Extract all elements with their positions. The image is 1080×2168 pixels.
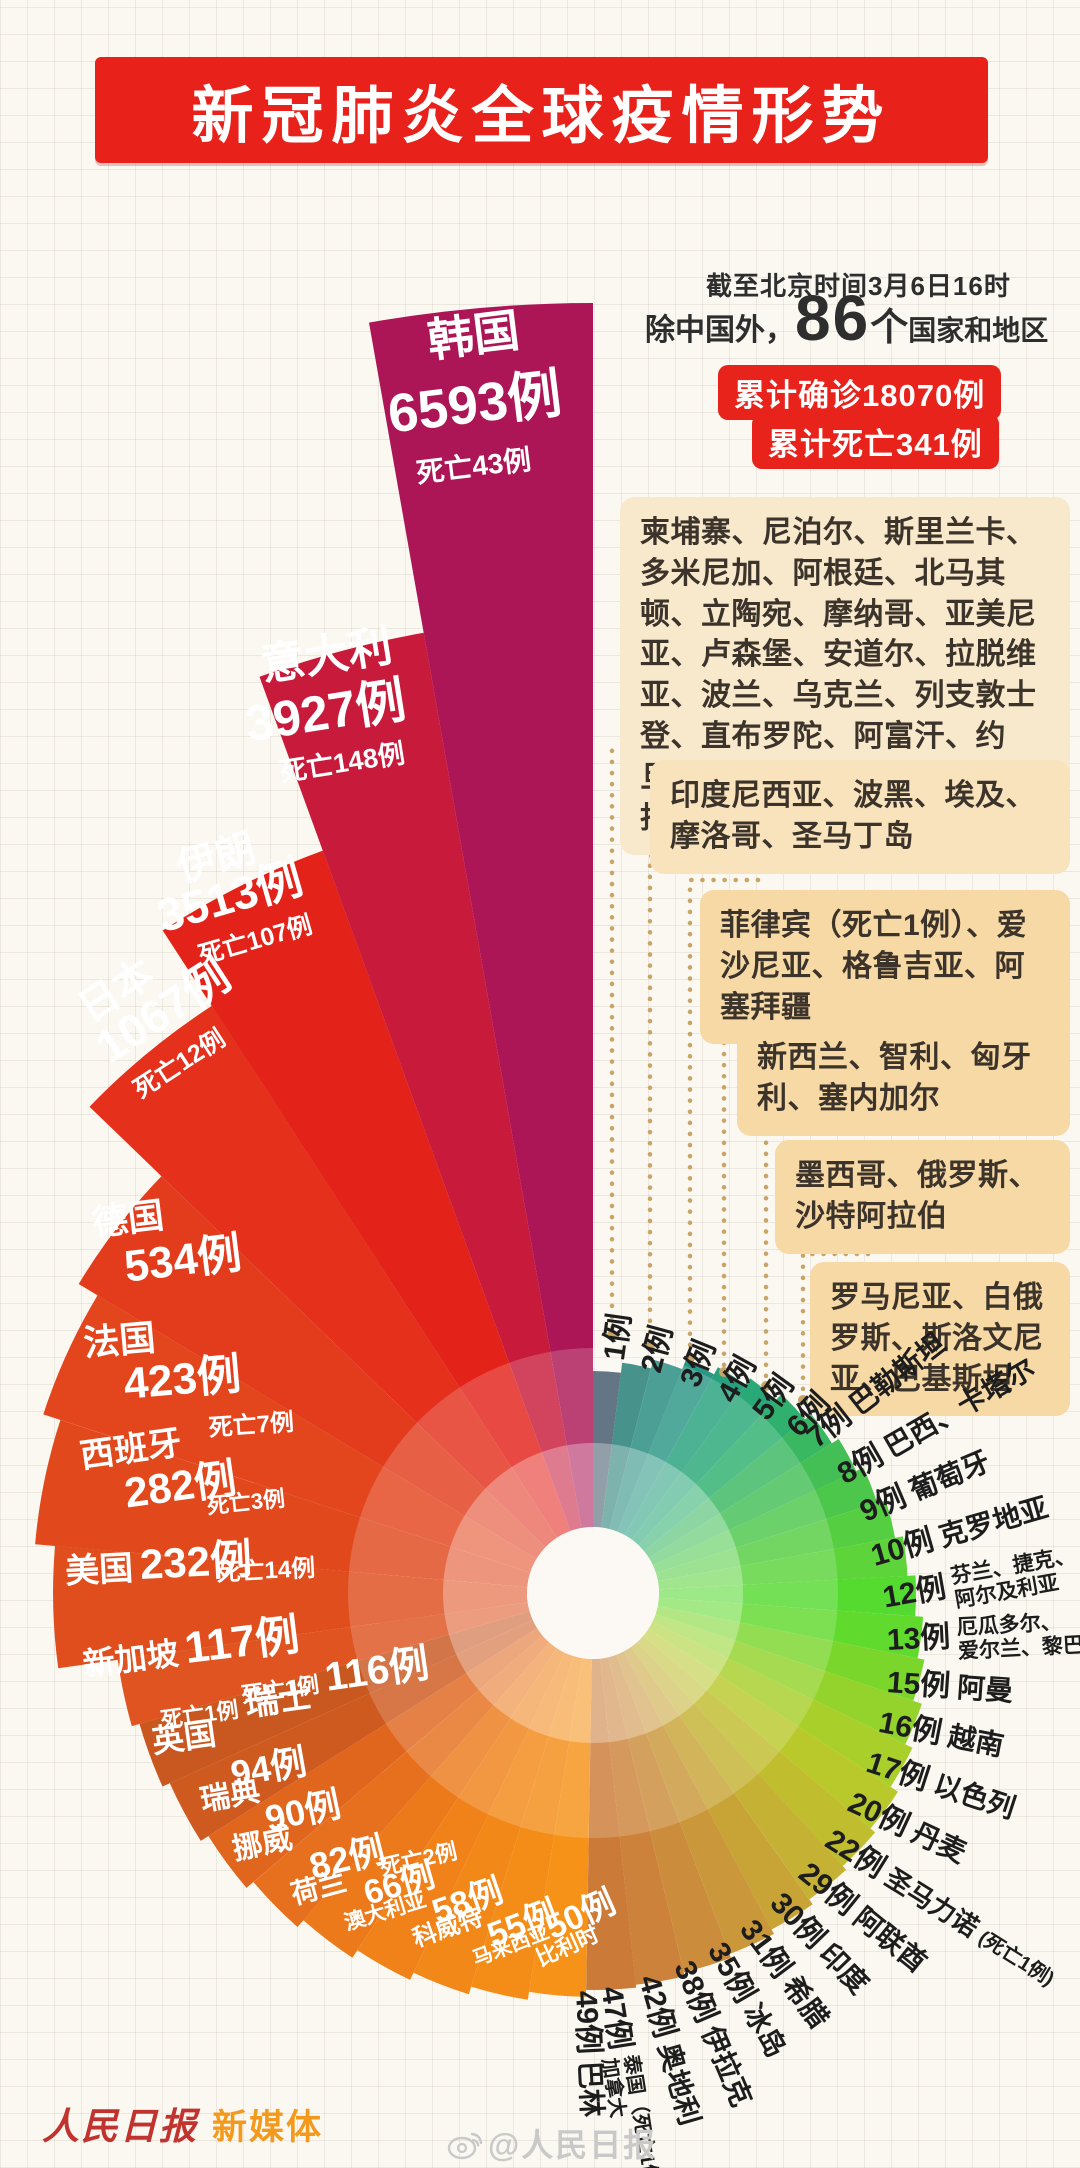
wedge-c12	[655, 1500, 895, 1582]
scope-suffix: 国家和地区	[908, 315, 1049, 346]
page-title: 新冠肺炎全球疫情形势	[191, 82, 892, 151]
scope-prefix: 除中国外，	[645, 314, 795, 347]
wedge-c13	[657, 1536, 908, 1590]
brand-logo: 人民日报 新媒体	[42, 2096, 323, 2150]
wheel-center-hole	[527, 1527, 659, 1659]
label-france-cases: 423例	[121, 1349, 243, 1409]
wedge-om	[658, 1575, 917, 1617]
title-banner: 新冠肺炎全球疫情形势	[95, 57, 988, 163]
wedge-hr	[652, 1467, 878, 1573]
wedge-it	[259, 632, 582, 1531]
wedge-bh	[586, 1658, 637, 1990]
dotted-connector-c3	[687, 877, 761, 1361]
wedge-us	[53, 1545, 528, 1669]
stats-as-of: 截至北京时间3月6日16时	[706, 271, 1011, 301]
dotted-connector-c6	[800, 1251, 871, 1403]
label-germany-name: 德国	[89, 1194, 167, 1244]
wedge-nl	[303, 1642, 557, 1958]
label-korea-name: 韩国	[424, 303, 523, 367]
stats-scope: 除中国外， 86 个 国家和地区	[645, 282, 1049, 354]
label-bahrain: 49例巴林	[569, 1989, 608, 2118]
wedge-c1	[593, 1371, 621, 1528]
wedge-jp	[89, 1005, 558, 1548]
wedge-is	[623, 1646, 813, 1930]
label-france-name: 法国	[81, 1316, 158, 1364]
new-media-label: 新媒体	[212, 2108, 324, 2147]
wedge-au	[357, 1648, 565, 1980]
wedge-sg	[117, 1602, 530, 1727]
weibo-icon	[447, 2132, 483, 2160]
wedge-uk	[169, 1620, 538, 1841]
wedge-sm	[648, 1621, 913, 1787]
wedge-kw	[413, 1652, 574, 1995]
dotted-connector-c1	[609, 747, 703, 1338]
peoples-daily-logo: 人民日报	[42, 2107, 198, 2148]
connector-end-dot	[645, 1341, 655, 1351]
wedge-ae	[643, 1629, 898, 1829]
countries-unit: 个	[870, 307, 909, 349]
wedge-ch	[139, 1611, 533, 1787]
connector-end-dot	[761, 1381, 771, 1391]
deaths-badge: 累计死亡341例	[752, 414, 999, 469]
wedge-iq	[616, 1651, 774, 1954]
wedge-be	[529, 1658, 592, 1997]
wedge-c4	[617, 1360, 714, 1536]
wedge-c2	[601, 1362, 651, 1530]
label-france-deaths: 死亡7例	[207, 1409, 295, 1442]
connector-end-dot	[685, 1353, 695, 1363]
country-group-box-6: 罗马尼亚、白俄罗斯、斯洛文尼亚、巴基斯坦	[810, 1262, 1070, 1417]
weibo-watermark: @人民日报	[444, 2120, 657, 2166]
wedge-dk	[652, 1614, 922, 1745]
country-group-box-2: 印度尼西亚、波黑、埃及、摩洛哥、圣马丁岛	[650, 760, 1070, 874]
connector-end-dot	[607, 1330, 617, 1340]
confirmed-badge: 累计确诊18070例	[718, 365, 1002, 420]
label-usa-deaths: 死亡14例	[215, 1554, 316, 1587]
wedge-in	[637, 1635, 876, 1867]
wedge-my	[471, 1656, 583, 2000]
watermark-text: @人民日报	[488, 2127, 658, 2163]
countries-count: 86	[795, 282, 871, 354]
wedge-at	[608, 1654, 731, 1973]
connector-end-dot	[798, 1395, 808, 1405]
connector-end-dot	[719, 1367, 729, 1377]
wedge-ps	[638, 1394, 805, 1552]
wedge-kr	[369, 303, 593, 1528]
wedge-es	[35, 1420, 531, 1588]
label-1: 1例	[598, 1311, 638, 1363]
country-group-box-3: 菲律宾（死亡1例）、爱沙尼亚、格鲁吉亚、阿塞拜疆	[700, 890, 1070, 1045]
wedge-se	[208, 1628, 543, 1888]
wedge-c3	[609, 1359, 683, 1532]
wedge-il	[655, 1606, 925, 1701]
wedge-no	[253, 1635, 550, 1927]
wedge-ir	[162, 850, 571, 1538]
wedge-gr	[631, 1641, 847, 1900]
wedge-th-ca	[600, 1657, 685, 1985]
wedge-c5	[625, 1367, 746, 1540]
wedge-br-qa	[644, 1414, 832, 1558]
wedge-vn	[657, 1597, 924, 1659]
wedge-de	[78, 1176, 546, 1559]
wedge-pt	[648, 1439, 857, 1566]
wedge-c6	[632, 1378, 776, 1546]
country-group-box-5: 墨西哥、俄罗斯、沙特阿拉伯	[775, 1140, 1070, 1254]
wedge-fr	[43, 1295, 537, 1573]
country-group-box-4: 新西兰、智利、匈牙利、塞内加尔	[737, 1022, 1070, 1136]
